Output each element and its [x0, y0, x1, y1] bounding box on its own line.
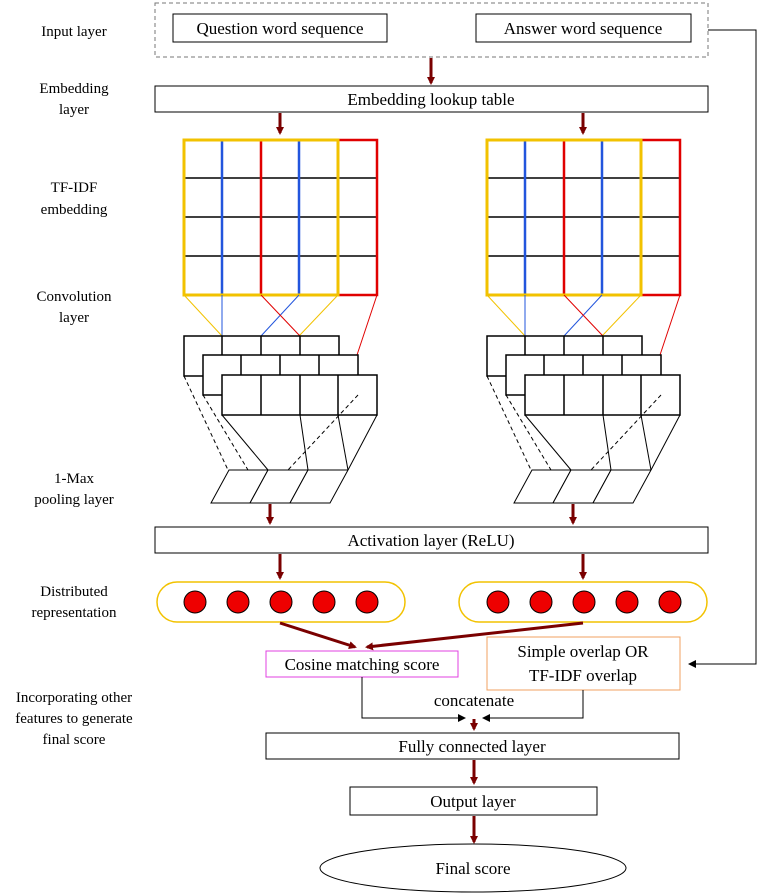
- label-incorporating-line1: Incorporating other: [16, 690, 132, 706]
- representation-nodes: [183, 590, 682, 614]
- embedding-lookup-table-box: [154, 85, 709, 113]
- connector-input-to-overlap: [688, 29, 757, 668]
- label-incorporating-line2: features to generate: [15, 711, 133, 727]
- representation-node-right-2: [529, 590, 553, 614]
- representation-node-right-4: [615, 590, 639, 614]
- pooling-cells-left: [210, 469, 349, 504]
- overlap-feature-label-line2: TF-IDF overlap: [529, 666, 637, 685]
- arrow-repr-left-to-cosine: [279, 621, 357, 649]
- pooling-cells-right: [513, 469, 652, 504]
- cosine-matching-score-box: [265, 650, 459, 678]
- output-layer-label: Output layer: [430, 792, 516, 811]
- label-pooling-layer-line2: pooling layer: [34, 492, 114, 508]
- representation-node-right-1: [486, 590, 510, 614]
- arrow-repr-right-to-cosine: [365, 621, 584, 651]
- tfidf-matrix-right: [485, 138, 682, 297]
- activation-layer-box: [154, 526, 709, 554]
- label-tfidf-embedding-line1: TF-IDF: [51, 180, 98, 196]
- question-word-sequence-label: Question word sequence: [196, 19, 363, 38]
- representation-node-right-3: [572, 590, 596, 614]
- label-embedding-layer-line2: layer: [59, 102, 89, 118]
- representation-node-right-5: [658, 590, 682, 614]
- convolution-maps-left: [183, 335, 378, 416]
- output-layer-box: [349, 786, 598, 816]
- label-convolution-layer-line1: Convolution: [36, 289, 112, 305]
- representation-node-left-2: [226, 590, 250, 614]
- fully-connected-layer-label: Fully connected layer: [398, 737, 546, 756]
- embedding-lookup-table-label: Embedding lookup table: [347, 90, 514, 109]
- convolution-maps-right: [486, 335, 681, 416]
- answer-word-sequence-box: [475, 13, 692, 43]
- input-layer-dashed-box: [154, 2, 709, 58]
- label-embedding-layer-line1: Embedding: [39, 81, 109, 97]
- concatenate-label: concatenate: [434, 691, 514, 710]
- label-distributed-line1: Distributed: [40, 584, 108, 600]
- representation-node-left-1: [183, 590, 207, 614]
- label-distributed-line2: representation: [32, 605, 117, 621]
- activation-layer-label: Activation layer (ReLU): [347, 531, 514, 550]
- label-convolution-layer-line2: layer: [59, 310, 89, 326]
- representation-node-left-5: [355, 590, 379, 614]
- tfidf-matrix-left: [182, 138, 379, 297]
- answer-word-sequence-label: Answer word sequence: [504, 19, 663, 38]
- representation-node-left-3: [269, 590, 293, 614]
- overlap-feature-box: [486, 636, 681, 691]
- fully-connected-layer-box: [265, 732, 680, 760]
- label-input-layer: Input layer: [41, 24, 106, 40]
- question-word-sequence-box: [172, 13, 388, 43]
- cosine-matching-score-label: Cosine matching score: [285, 655, 440, 674]
- representation-node-left-4: [312, 590, 336, 614]
- label-incorporating-line3: final score: [43, 732, 106, 748]
- label-pooling-layer-line1: 1-Max: [54, 471, 94, 487]
- final-score-label: Final score: [435, 859, 510, 878]
- pooling-connectors-left: [183, 375, 378, 471]
- connector-cosine-to-concat: [361, 677, 466, 722]
- pooling-connectors-right: [486, 375, 681, 471]
- label-tfidf-embedding-line2: embedding: [41, 202, 108, 218]
- connector-overlap-to-concat: [482, 690, 584, 722]
- final-score-ellipse: [319, 843, 627, 893]
- overlap-feature-label-line1: Simple overlap OR: [517, 642, 649, 661]
